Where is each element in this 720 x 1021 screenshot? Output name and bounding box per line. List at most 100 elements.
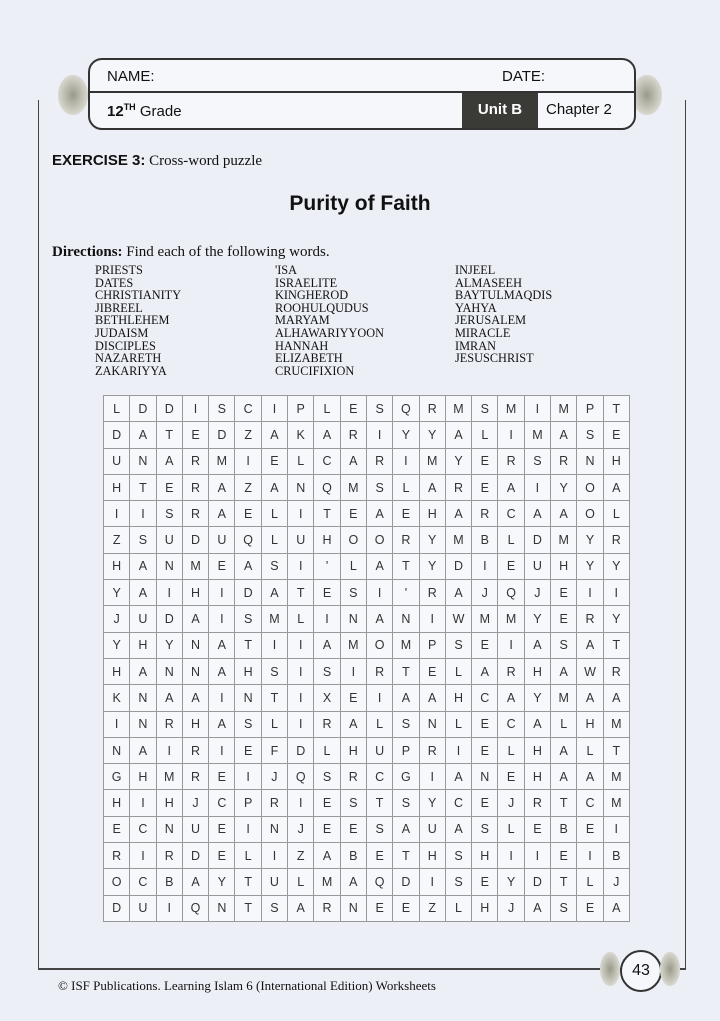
grid-cell[interactable]: H xyxy=(471,894,499,922)
grid-cell[interactable]: Y xyxy=(418,526,446,554)
grid-cell[interactable]: A xyxy=(260,579,289,607)
grid-cell[interactable]: A xyxy=(339,710,367,738)
grid-cell[interactable]: R xyxy=(181,473,210,502)
grid-cell[interactable]: U xyxy=(181,815,210,844)
grid-cell[interactable]: Y xyxy=(418,789,446,817)
grid-cell[interactable]: A xyxy=(313,631,341,659)
grid-cell[interactable]: E xyxy=(365,894,394,922)
grid-cell[interactable]: R xyxy=(602,657,630,686)
grid-cell[interactable]: R xyxy=(155,842,183,870)
grid-cell[interactable]: J xyxy=(471,579,499,607)
grid-cell[interactable]: L xyxy=(260,526,289,554)
grid-cell[interactable]: T xyxy=(234,631,262,659)
grid-cell[interactable]: H xyxy=(129,631,157,659)
grid-cell[interactable]: J xyxy=(497,894,525,922)
grid-cell[interactable]: E xyxy=(550,579,578,607)
grid-cell[interactable]: H xyxy=(102,473,131,502)
grid-cell[interactable]: C xyxy=(497,500,525,528)
grid-cell[interactable]: Y xyxy=(418,552,446,581)
grid-cell[interactable]: A xyxy=(339,447,367,475)
grid-cell[interactable]: Y xyxy=(497,868,525,896)
grid-cell[interactable]: R xyxy=(550,447,578,475)
grid-cell[interactable]: R xyxy=(365,447,394,475)
grid-cell[interactable]: J xyxy=(602,868,630,896)
grid-cell[interactable]: S xyxy=(129,526,157,554)
grid-cell[interactable]: A xyxy=(444,763,473,791)
grid-cell[interactable]: A xyxy=(418,473,446,502)
grid-cell[interactable]: I xyxy=(602,579,630,607)
grid-cell[interactable]: C xyxy=(576,789,604,817)
grid-cell[interactable]: R xyxy=(339,421,367,449)
grid-cell[interactable]: M xyxy=(444,394,473,423)
grid-cell[interactable]: L xyxy=(497,815,525,844)
grid-cell[interactable]: I xyxy=(102,500,131,528)
grid-cell[interactable]: D xyxy=(523,526,552,554)
grid-cell[interactable]: A xyxy=(129,736,157,765)
grid-cell[interactable]: M xyxy=(339,631,367,659)
grid-cell[interactable]: D xyxy=(287,736,315,765)
grid-cell[interactable]: A xyxy=(260,421,289,449)
grid-cell[interactable]: A xyxy=(313,842,341,870)
grid-cell[interactable]: E xyxy=(550,605,578,633)
grid-cell[interactable]: I xyxy=(497,842,525,870)
grid-cell[interactable]: H xyxy=(471,842,499,870)
grid-cell[interactable]: T xyxy=(602,394,630,423)
grid-cell[interactable]: E xyxy=(208,842,236,870)
grid-cell[interactable]: Q xyxy=(497,579,525,607)
grid-cell[interactable]: E xyxy=(392,894,420,922)
grid-cell[interactable]: R xyxy=(497,657,525,686)
grid-cell[interactable]: C xyxy=(234,394,262,423)
grid-cell[interactable]: L xyxy=(497,736,525,765)
grid-cell[interactable]: U xyxy=(102,447,131,475)
grid-cell[interactable]: Y xyxy=(208,868,236,896)
grid-cell[interactable]: I xyxy=(234,763,262,791)
grid-cell[interactable]: N xyxy=(339,605,367,633)
grid-cell[interactable]: U xyxy=(418,815,446,844)
grid-cell[interactable]: A xyxy=(313,421,341,449)
grid-cell[interactable]: M xyxy=(339,473,367,502)
grid-cell[interactable]: Z xyxy=(234,473,262,502)
grid-cell[interactable]: E xyxy=(102,815,131,844)
grid-cell[interactable]: E xyxy=(339,500,367,528)
grid-cell[interactable]: I xyxy=(523,842,552,870)
grid-cell[interactable]: L xyxy=(287,605,315,633)
grid-cell[interactable]: E xyxy=(418,657,446,686)
grid-cell[interactable]: M xyxy=(260,605,289,633)
grid-cell[interactable]: Q xyxy=(365,868,394,896)
grid-cell[interactable]: O xyxy=(576,473,604,502)
grid-cell[interactable]: R xyxy=(576,605,604,633)
grid-cell[interactable]: N xyxy=(260,815,289,844)
grid-cell[interactable]: C xyxy=(497,710,525,738)
grid-cell[interactable]: N xyxy=(129,684,157,712)
grid-cell[interactable]: M xyxy=(550,526,578,554)
grid-cell[interactable]: R xyxy=(392,526,420,554)
grid-cell[interactable]: L xyxy=(260,710,289,738)
grid-cell[interactable]: A xyxy=(181,605,210,633)
grid-cell[interactable]: L xyxy=(392,473,420,502)
grid-cell[interactable]: R xyxy=(418,736,446,765)
grid-cell[interactable]: S xyxy=(444,868,473,896)
grid-cell[interactable]: A xyxy=(181,684,210,712)
grid-cell[interactable]: L xyxy=(550,710,578,738)
grid-cell[interactable]: I xyxy=(208,579,236,607)
grid-cell[interactable]: A xyxy=(523,710,552,738)
grid-cell[interactable]: U xyxy=(523,552,552,581)
grid-cell[interactable]: A xyxy=(471,657,499,686)
grid-cell[interactable]: I xyxy=(155,736,183,765)
grid-cell[interactable]: E xyxy=(260,447,289,475)
grid-cell[interactable]: M xyxy=(602,789,630,817)
grid-cell[interactable]: E xyxy=(576,815,604,844)
grid-cell[interactable]: M xyxy=(155,763,183,791)
grid-cell[interactable]: A xyxy=(550,500,578,528)
grid-cell[interactable]: E xyxy=(471,710,499,738)
grid-cell[interactable]: I xyxy=(181,394,210,423)
grid-cell[interactable]: U xyxy=(365,736,394,765)
grid-cell[interactable]: M xyxy=(444,526,473,554)
grid-cell[interactable]: T xyxy=(313,500,341,528)
grid-cell[interactable]: W xyxy=(444,605,473,633)
grid-cell[interactable]: S xyxy=(313,763,341,791)
grid-cell[interactable]: O xyxy=(576,500,604,528)
grid-cell[interactable]: S xyxy=(260,894,289,922)
grid-cell[interactable]: L xyxy=(444,894,473,922)
grid-cell[interactable]: S xyxy=(260,552,289,581)
